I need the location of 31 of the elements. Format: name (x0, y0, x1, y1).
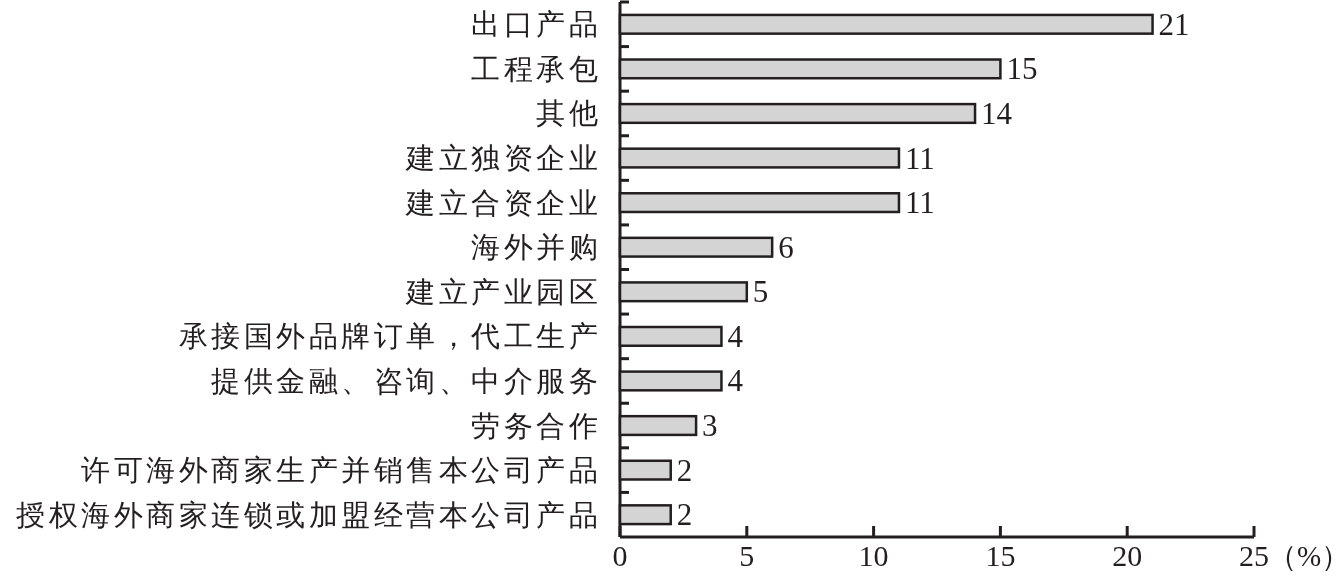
x-tick-label: 15 (985, 539, 1016, 572)
data-label: 5 (752, 274, 769, 310)
y-tick-label: 劳务合作 (471, 409, 601, 442)
data-label: 4 (727, 363, 744, 399)
y-tick-label: 建立合资企业 (405, 186, 601, 219)
x-tick-label: 5 (739, 539, 755, 572)
data-label: 3 (702, 408, 718, 444)
y-tick-label: 承接国外品牌订单，代工生产 (178, 320, 601, 353)
data-label: 11 (904, 185, 935, 221)
data-label: 15 (1006, 51, 1038, 87)
y-tick-label: 海外并购 (471, 231, 601, 264)
data-label: 4 (727, 318, 744, 354)
y-tick-label: 提供金融、咨询、中介服务 (211, 364, 601, 397)
data-label: 2 (676, 497, 693, 533)
x-tick-label: 10 (858, 539, 889, 572)
y-tick-label: 许可海外商家生产并销售本公司产品 (81, 454, 601, 487)
x-tick-label: 20 (1112, 539, 1143, 572)
data-label: 14 (981, 95, 1013, 131)
y-tick-label: 建立产业园区 (405, 275, 601, 308)
y-tick-label: 工程承包 (471, 52, 601, 85)
y-tick-label: 其他 (536, 97, 601, 130)
data-label: 6 (778, 229, 794, 265)
y-tick-label: 建立独资企业 (405, 142, 601, 175)
data-label: 21 (1158, 6, 1190, 42)
data-label: 2 (676, 452, 693, 488)
y-tick-label: 出口产品 (471, 8, 601, 41)
x-axis-title: （%） (1268, 540, 1343, 572)
y-tick-label: 授权海外商家连锁或加盟经营本公司产品 (16, 498, 601, 531)
data-label: 11 (904, 140, 935, 176)
x-tick-label: 0 (612, 539, 628, 572)
x-tick-label: 25 (1239, 539, 1269, 572)
